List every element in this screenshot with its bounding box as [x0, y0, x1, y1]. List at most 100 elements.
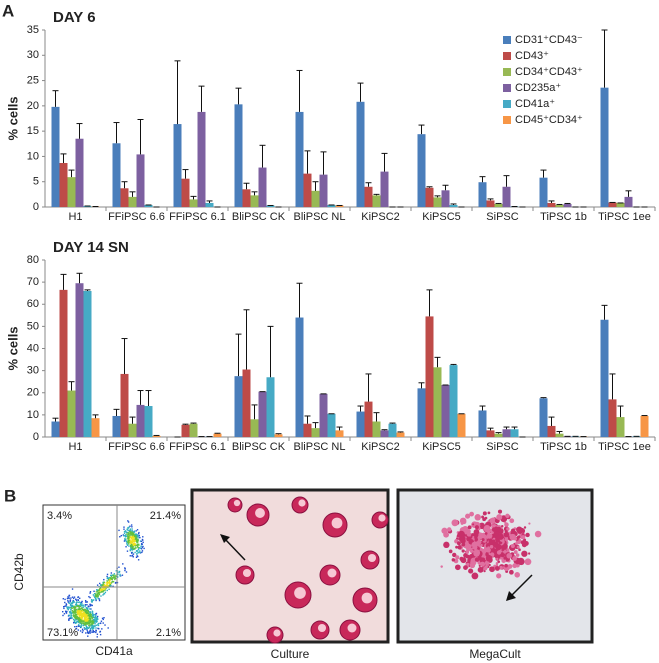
flow-dot: [80, 615, 82, 617]
flow-dot: [92, 614, 95, 616]
flow-dot: [64, 610, 67, 612]
bar: [380, 430, 389, 437]
flow-dot: [88, 626, 90, 628]
bar: [258, 167, 267, 207]
flow-dot: [77, 614, 79, 616]
flow-dot: [79, 602, 82, 604]
flow-dot: [81, 607, 83, 609]
flow-plot-frame: [42, 504, 186, 641]
flow-dot: [78, 621, 80, 624]
flow-dot: [83, 617, 86, 619]
flow-dot: [64, 598, 66, 601]
flow-dot: [114, 577, 117, 580]
flow-dot: [83, 620, 85, 622]
flow-dot: [142, 545, 144, 548]
cell-core: [367, 553, 377, 563]
flow-dot: [69, 612, 71, 614]
cell: [485, 555, 493, 562]
flow-dot: [103, 616, 105, 619]
cell: [474, 525, 480, 530]
error-bar: [52, 417, 59, 422]
bar: [295, 111, 304, 207]
flow-dot: [131, 533, 134, 536]
flow-dot: [76, 604, 78, 606]
flow-dot: [106, 577, 109, 580]
flow-dot: [81, 622, 84, 624]
bar: [433, 367, 442, 437]
flow-dot: [72, 597, 75, 600]
flow-dot: [106, 580, 109, 583]
flow-dot: [123, 532, 126, 534]
flow-dot: [93, 621, 95, 624]
flow-dot: [86, 612, 89, 615]
flow-dot: [87, 605, 90, 607]
flow-dot: [68, 611, 71, 613]
flow-dot: [68, 614, 70, 616]
bar: [234, 104, 243, 207]
flow-dot: [89, 621, 91, 623]
bar: [189, 423, 198, 437]
flow-dot: [132, 535, 134, 538]
flow-dot: [106, 585, 108, 587]
flow-dot: [82, 615, 84, 617]
flow-dot: [89, 632, 92, 634]
flow-dot: [80, 625, 82, 627]
flow-dot: [80, 624, 83, 626]
flow-dot: [130, 534, 132, 536]
flow-dot: [84, 628, 86, 630]
x-tick-label: BliPSC CK: [232, 211, 286, 223]
bar: [494, 433, 503, 437]
flow-dot: [88, 612, 90, 614]
y-tick-label: 40: [27, 342, 39, 354]
flow-dot: [129, 555, 131, 557]
flow-dot: [78, 616, 80, 619]
bar: [616, 417, 625, 437]
cell: [481, 538, 485, 542]
flow-dot: [88, 624, 90, 627]
flow-dot: [67, 601, 70, 603]
flow-dot: [136, 538, 139, 541]
flow-dot: [128, 545, 130, 547]
flow-dot: [130, 545, 132, 548]
flow-dot: [127, 539, 130, 541]
flow-dot: [90, 614, 92, 617]
flow-dot: [138, 548, 140, 550]
bar: [449, 365, 458, 437]
flow-dot: [93, 620, 95, 622]
flow-dot: [114, 574, 116, 577]
flow-dot: [75, 614, 78, 616]
bar: [457, 413, 466, 437]
flow-dot: [81, 612, 83, 615]
flow-dot: [88, 616, 91, 619]
flow-dot: [137, 539, 139, 542]
cell: [455, 555, 460, 560]
flow-dot: [75, 616, 77, 618]
bar: [250, 195, 259, 207]
bar: [205, 202, 214, 207]
bar: [266, 205, 275, 207]
error-bar: [121, 338, 128, 374]
error-bar: [206, 200, 213, 203]
flow-dot: [128, 542, 130, 544]
flow-dot: [92, 631, 95, 633]
cell: [482, 511, 487, 516]
error-bar: [601, 304, 608, 320]
flow-dot: [82, 608, 84, 611]
flow-dot: [92, 613, 94, 615]
flow-dot: [124, 568, 126, 570]
flow-dot: [118, 566, 120, 568]
flow-dot: [133, 539, 135, 542]
flow-dot: [124, 536, 127, 538]
flow-dot: [72, 600, 74, 602]
flow-dot: [99, 588, 101, 590]
bar: [600, 319, 609, 437]
flow-dot: [80, 610, 82, 613]
error-bar: [495, 432, 502, 434]
x-tick-label: KiPSC2: [361, 441, 400, 453]
bar: [51, 106, 60, 207]
flow-dot: [130, 536, 132, 539]
flow-dot: [135, 538, 138, 540]
error-bar: [487, 427, 494, 431]
flow-dot: [82, 612, 85, 614]
flow-dot: [119, 575, 121, 577]
